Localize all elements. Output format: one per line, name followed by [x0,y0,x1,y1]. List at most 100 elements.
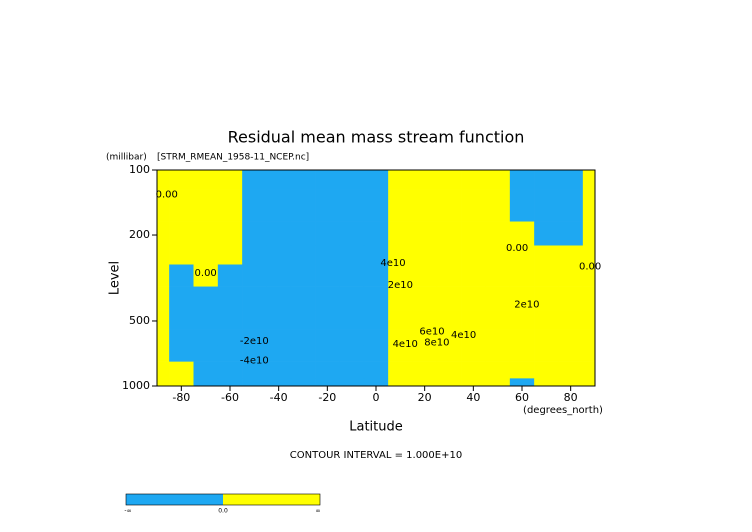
field-cell [363,310,389,330]
field-cell [461,361,486,379]
field-cell [242,264,267,287]
field-cell [558,329,584,346]
field-cell [315,264,340,287]
field-cell [388,221,413,246]
field-cell [266,189,292,222]
field-cell [534,310,559,330]
y-tick-label: 1000 [122,379,150,392]
field-cell [169,345,194,362]
field-cell [485,286,511,311]
field-cell [436,264,462,287]
footnote: CONTOUR INTERVAL = 1.000E+10 [290,450,462,461]
contour-label: 2e10 [514,300,539,311]
field-cell [388,329,413,346]
field-cell [193,170,219,190]
contour-label: 0.00 [195,268,217,279]
field-cell [534,329,559,346]
field-cell [485,345,511,362]
field-cell [339,329,365,346]
contour-label: 0.00 [506,243,528,254]
contour-label: -2e10 [240,336,269,347]
field-cell [436,286,462,311]
field-cell [461,189,486,222]
field [157,170,596,387]
field-cell [485,264,511,287]
field-cell [290,189,316,222]
field-cell [534,264,559,287]
field-cell [339,286,365,311]
field-cell [412,170,438,190]
field-cell [412,264,438,287]
field-cell [339,189,365,222]
field-cell [290,286,316,311]
field-cell [193,361,219,379]
field-cell [266,361,292,379]
field-cell [242,310,267,330]
field-cell [558,361,584,379]
x-unit: (degrees_north) [523,405,603,416]
field-cell [169,264,194,287]
field-cell [217,286,243,311]
field-cell [582,221,596,246]
field-cell [193,189,219,222]
contour-label: 6e10 [419,327,444,338]
field-cell [242,378,267,387]
field-cell [412,361,438,379]
field-cell [509,264,535,287]
field-cell [412,378,438,387]
field-cell [290,221,316,246]
field-cell [509,189,535,222]
field-cell [558,189,584,222]
field-cell [242,329,267,346]
field-cell [461,221,486,246]
field-cell [558,345,584,362]
field-cell [509,170,535,190]
field-cell [485,329,511,346]
field-cell [169,329,194,346]
field-cell [363,245,389,265]
field-cell [436,361,462,379]
field-cell [217,245,243,265]
chart-title: Residual mean mass stream function [228,128,525,147]
field-cell [315,345,340,362]
field-cell [582,361,596,379]
field-cell [461,329,486,346]
field-cell [388,189,413,222]
contour-label: 0.00 [579,262,601,273]
field-cell [534,286,559,311]
field-cell [266,170,292,190]
field-cell [157,286,170,311]
field-cell [509,378,535,387]
field-cell [193,221,219,246]
field-cell [315,286,340,311]
field-cell [461,286,486,311]
field-cell [582,245,596,265]
field-cell [461,310,486,330]
field-cell [266,264,292,287]
field-cell [582,310,596,330]
field-cell [339,378,365,387]
field-cell [242,345,267,362]
field-cell [193,286,219,311]
field-cell [436,329,462,346]
field-cell [436,170,462,190]
field-cell [485,361,511,379]
field-cell [157,189,170,222]
contour-label: 2e10 [388,280,413,291]
field-cell [582,170,596,190]
field-cell [266,345,292,362]
field-cell [363,345,389,362]
field-cell [582,378,596,387]
field-cell [509,329,535,346]
field-cell [157,378,170,387]
field-cell [485,310,511,330]
field-cell [339,221,365,246]
field-cell [388,361,413,379]
contour-label: 4e10 [393,339,418,350]
field-cell [412,245,438,265]
y-tick-label: 200 [129,228,150,241]
field-cell [363,264,389,287]
field-cell [509,345,535,362]
field-cell [157,221,170,246]
field-cell [242,189,267,222]
